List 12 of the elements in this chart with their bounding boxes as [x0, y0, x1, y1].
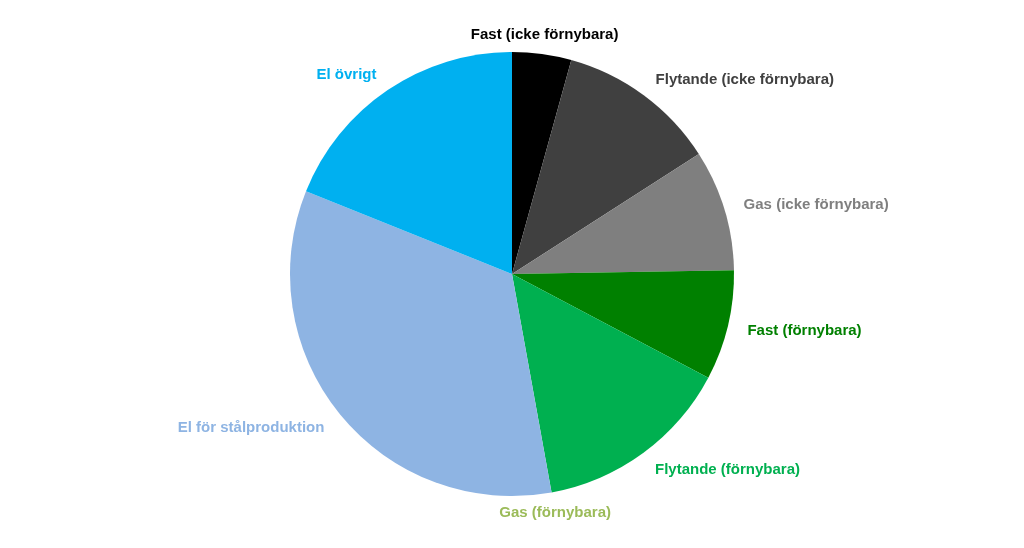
slice-label: Gas (icke förnybara) [743, 194, 889, 212]
slice-label: Flytande (icke förnybara) [655, 70, 834, 88]
pie-slice [306, 52, 512, 274]
pie-slice [512, 270, 734, 378]
slice-label: Fast (icke förnybara) [470, 25, 619, 43]
slice-label: El för stålproduktion [177, 417, 325, 435]
category-label: Gas (förnybara) [499, 503, 611, 521]
slice-label: El övrigt [316, 64, 377, 82]
pie-slice [512, 154, 734, 274]
slice-label: Flytande (förnybara) [654, 460, 801, 478]
slice-label: Fast (förnybara) [747, 321, 862, 339]
pie-slice [512, 52, 572, 274]
